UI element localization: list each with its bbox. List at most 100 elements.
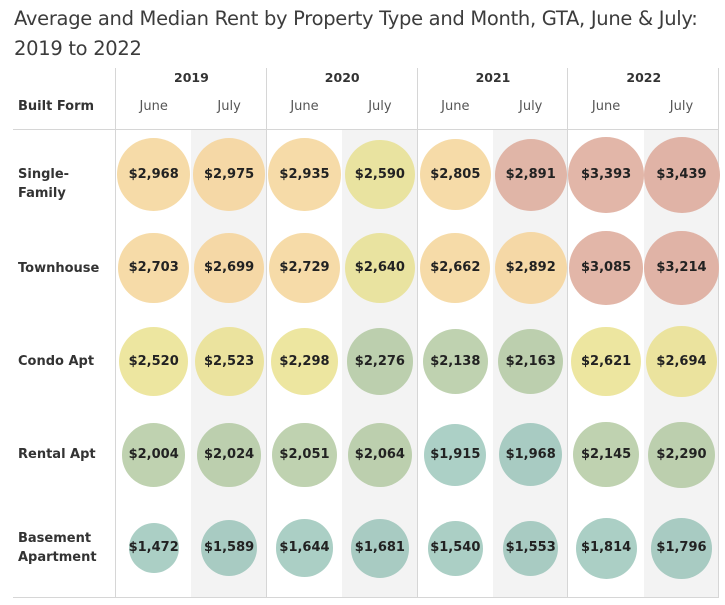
bubble-value-label: $2,064: [354, 446, 405, 462]
month-header: June: [441, 99, 470, 114]
row-label: Basement Apartment: [18, 529, 116, 567]
bubble-value-label: $1,540: [430, 540, 481, 556]
bubble-mark[interactable]: [271, 328, 338, 395]
year-divider: [567, 68, 568, 597]
month-header: July: [669, 99, 694, 114]
bubble-value-label: $2,805: [430, 166, 481, 182]
bubble-value-label: $2,891: [505, 166, 556, 182]
row-label: Condo Apt: [18, 352, 116, 371]
row-label-text: Apartment: [18, 550, 97, 566]
bubble-value-label: $1,968: [505, 446, 556, 462]
row-header-label: Built Form: [18, 99, 95, 114]
bubble-mark[interactable]: [128, 523, 179, 574]
bubble-mark[interactable]: [427, 520, 483, 576]
bubble-mark[interactable]: [192, 138, 266, 212]
bubble-mark[interactable]: [646, 326, 717, 397]
bubble-mark[interactable]: [269, 232, 340, 304]
bubble-value-label: $2,145: [581, 446, 632, 462]
row-label-text: Rental Apt: [18, 447, 96, 463]
bubble-mark[interactable]: [571, 326, 642, 397]
bubble-value-label: $1,553: [505, 540, 556, 556]
bubble-mark[interactable]: [268, 138, 341, 211]
bubble-mark[interactable]: [494, 232, 567, 305]
month-header: July: [217, 99, 241, 114]
bubble-value-label: $2,935: [279, 166, 330, 182]
bubble-value-label: $1,472: [128, 540, 179, 556]
bubble-mark[interactable]: [117, 138, 191, 212]
bubble-value-label: $2,004: [128, 446, 179, 462]
bubble-mark[interactable]: [345, 139, 415, 210]
year-header-2019: 2019: [174, 70, 209, 85]
bubble-mark[interactable]: [121, 423, 186, 487]
year-divider: [718, 68, 719, 597]
bubble-value-label: $2,703: [128, 260, 179, 276]
bubble-mark[interactable]: [503, 520, 559, 576]
bubble-value-label: $2,729: [279, 260, 330, 276]
bubble-value-label: $1,644: [279, 540, 330, 556]
bubble-value-label: $1,589: [204, 540, 255, 556]
row-label: Rental Apt: [18, 445, 116, 464]
bubble-value-label: $1,915: [430, 446, 481, 462]
bubble-mark[interactable]: [568, 136, 644, 213]
bubble-value-label: $1,814: [581, 540, 632, 556]
year-divider: [417, 68, 418, 597]
bubble-mark[interactable]: [197, 423, 261, 487]
bubble-value-label: $2,975: [204, 166, 255, 182]
bubble-value-label: $2,523: [204, 353, 255, 369]
bubble-mark[interactable]: [573, 422, 639, 488]
bubble-mark[interactable]: [422, 328, 488, 395]
bubble-mark[interactable]: [651, 518, 712, 579]
bubble-value-label: $2,298: [279, 353, 330, 369]
bubble-mark[interactable]: [347, 422, 413, 488]
bubble-mark[interactable]: [569, 231, 643, 305]
bubble-mark[interactable]: [344, 233, 415, 304]
row-label: Single-Family: [18, 165, 116, 203]
bubble-value-label: $2,290: [656, 446, 707, 462]
bubble-mark[interactable]: [497, 328, 564, 395]
bubble-mark[interactable]: [575, 517, 637, 579]
bubble-mark[interactable]: [350, 519, 410, 578]
bubble-value-label: $2,276: [354, 353, 405, 369]
bottom-divider: [13, 597, 720, 598]
year-divider: [115, 68, 116, 597]
row-label-text: Basement: [18, 531, 92, 547]
bubble-mark[interactable]: [420, 232, 491, 304]
month-header: July: [519, 99, 543, 114]
bubble-value-label: $2,051: [279, 446, 330, 462]
bubble-mark[interactable]: [200, 520, 258, 577]
bubble-value-label: $2,694: [656, 353, 707, 369]
bubble-mark[interactable]: [118, 232, 189, 304]
year-header-2021: 2021: [475, 70, 511, 85]
bubble-mark[interactable]: [494, 138, 567, 211]
bubble-mark[interactable]: [193, 232, 265, 304]
bubble-value-label: $1,681: [354, 540, 405, 556]
bubble-value-label: $2,640: [354, 260, 405, 276]
bubble-mark[interactable]: [648, 421, 715, 489]
year-divider: [266, 68, 267, 597]
bubble-value-label: $2,621: [581, 353, 632, 369]
bubble-value-label: $2,662: [430, 260, 481, 276]
bubble-mark[interactable]: [275, 519, 334, 578]
bubble-value-label: $3,439: [656, 166, 707, 182]
bubble-mark[interactable]: [499, 423, 563, 487]
bubble-value-label: $1,796: [656, 540, 707, 556]
bubble-mark[interactable]: [272, 422, 337, 487]
bubble-mark[interactable]: [424, 423, 487, 487]
bubble-value-label: $3,393: [581, 166, 632, 182]
bubble-value-label: $2,024: [204, 446, 255, 462]
bubble-mark[interactable]: [419, 138, 491, 211]
row-label: Townhouse: [18, 259, 116, 278]
bubble-mark[interactable]: [644, 230, 719, 306]
month-header: June: [591, 99, 621, 114]
month-header: July: [368, 99, 392, 114]
bubble-value-label: $2,163: [505, 353, 556, 369]
bubble-mark[interactable]: [346, 328, 414, 395]
chart-title: Average and Median Rent by Property Type…: [14, 7, 698, 60]
bubble-mark[interactable]: [643, 136, 720, 213]
bubble-mark[interactable]: [194, 326, 264, 396]
bubble-mark[interactable]: [119, 327, 189, 396]
bubble-value-label: $2,590: [354, 166, 405, 182]
row-label-text: Condo Apt: [18, 354, 95, 369]
row-label-text: Townhouse: [18, 260, 100, 276]
